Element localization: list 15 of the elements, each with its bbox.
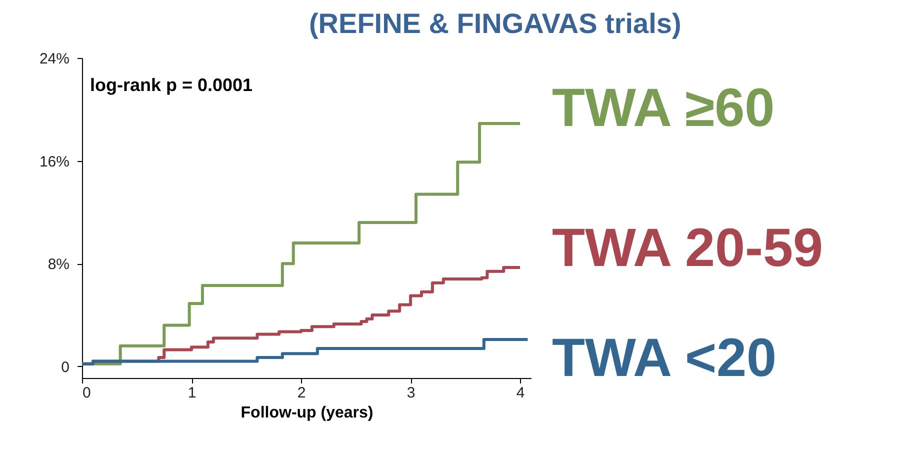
x-tick-label: 2 bbox=[297, 384, 306, 402]
y-tick-label: 0 bbox=[61, 358, 70, 376]
y-tick-label: 8% bbox=[48, 256, 70, 274]
x-tick-label: 0 bbox=[82, 384, 91, 402]
series-label: TWA <20 bbox=[552, 328, 777, 388]
series-label: TWA ≥60 bbox=[552, 78, 775, 138]
x-axis-title: Follow-up (years) bbox=[240, 404, 374, 422]
annotation: log-rank p = 0.0001 bbox=[90, 75, 253, 95]
y-tick-label: 24% bbox=[39, 50, 70, 68]
x-tick-label: 1 bbox=[188, 384, 196, 402]
series-label: TWA 20-59 bbox=[552, 218, 824, 278]
y-tick-label: 16% bbox=[39, 153, 70, 170]
x-tick-label: 4 bbox=[516, 384, 525, 402]
chart-title: (REFINE & FINGAVAS trials) bbox=[308, 8, 682, 39]
x-tick-label: 3 bbox=[406, 384, 416, 402]
